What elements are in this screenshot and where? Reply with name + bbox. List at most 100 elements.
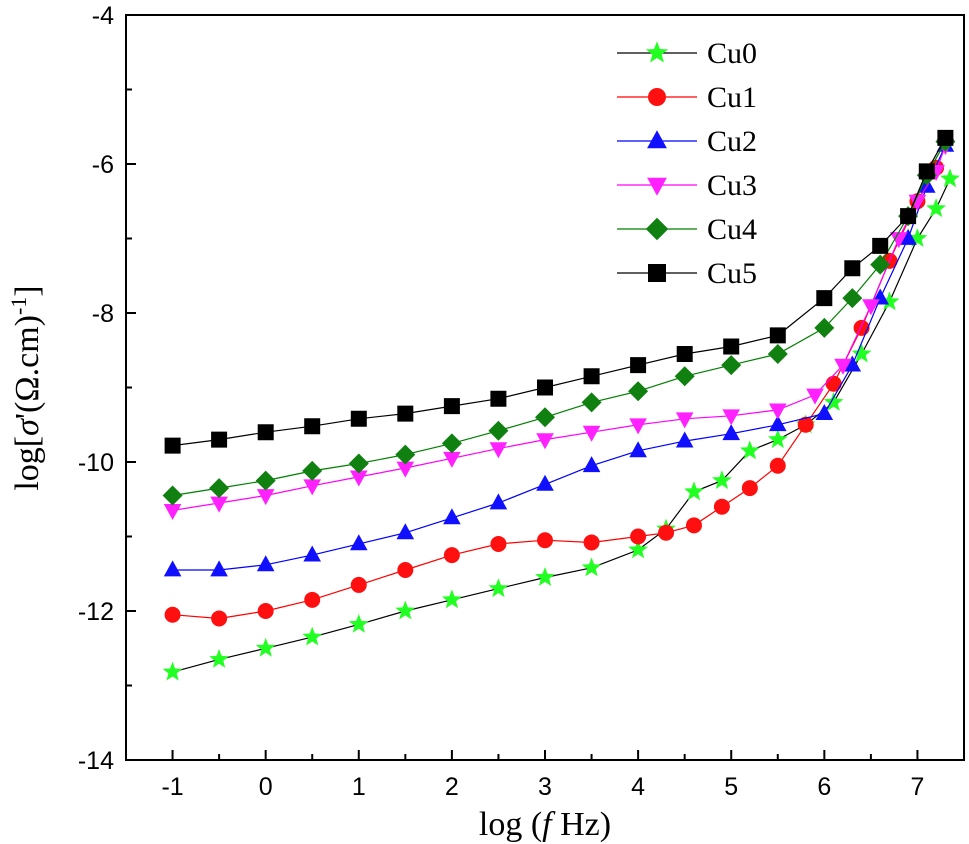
data-point-cu1	[350, 576, 367, 593]
data-point-cu2	[210, 560, 228, 577]
series-layer	[162, 129, 960, 681]
y-axis-title-mid: '(Ω.cm)	[9, 315, 46, 419]
data-point-cu4	[767, 344, 788, 364]
legend-entry-cu2: Cu2	[617, 125, 757, 158]
data-point-cu1	[257, 603, 274, 619]
series-cu1	[164, 159, 945, 627]
data-point-cu2	[769, 415, 787, 432]
y-tick-label: -6	[92, 151, 114, 179]
legend-label-cu5: Cu5	[707, 257, 757, 290]
data-point-cu4	[302, 460, 323, 481]
data-point-cu0	[879, 291, 900, 311]
data-point-cu3	[489, 442, 508, 459]
data-point-cu0	[209, 649, 229, 668]
data-point-cu2	[582, 456, 601, 473]
legend-marker-cu5	[648, 264, 666, 282]
y-axis-title-sup: -1	[6, 297, 31, 315]
data-point-cu4	[581, 392, 602, 413]
data-point-cu3	[769, 403, 787, 420]
x-tick-label: 2	[445, 773, 459, 801]
data-point-cu2	[722, 424, 740, 441]
data-point-cu3	[722, 409, 740, 426]
legend-entry-cu5: Cu5	[617, 257, 757, 290]
data-point-cu0	[255, 637, 276, 657]
data-point-cu4	[441, 433, 462, 454]
y-tick-label: -12	[78, 598, 114, 626]
data-point-cu5	[937, 129, 954, 146]
y-axis-title-var: σ	[9, 418, 46, 436]
data-point-cu4	[721, 355, 742, 376]
x-axis-title: log (f Hz)	[479, 806, 611, 843]
legend-label-cu2: Cu2	[707, 125, 757, 158]
y-tick-label: -14	[78, 747, 114, 775]
data-point-cu0	[740, 440, 760, 460]
data-point-cu5	[900, 208, 917, 225]
data-point-cu0	[823, 392, 844, 411]
data-point-cu3	[210, 496, 228, 513]
y-tick-label: -8	[92, 300, 114, 328]
data-point-cu2	[536, 474, 554, 491]
series-cu5	[164, 129, 954, 454]
data-point-cu1	[658, 524, 675, 541]
data-point-cu3	[163, 504, 182, 520]
data-point-cu0	[302, 626, 323, 646]
data-point-cu3	[629, 418, 647, 435]
data-point-cu3	[536, 433, 554, 450]
data-point-cu4	[535, 407, 555, 428]
data-point-cu2	[443, 508, 461, 525]
data-point-cu5	[630, 357, 647, 374]
data-point-cu0	[767, 429, 788, 449]
data-point-cu5	[397, 405, 414, 422]
series-line-cu2	[172, 145, 946, 571]
x-axis-title-suffix: Hz)	[552, 806, 611, 843]
legend-marker-cu1	[648, 88, 666, 106]
legend-entry-cu1: Cu1	[617, 81, 757, 114]
legend-marker-cu3	[647, 177, 667, 196]
data-point-cu1	[630, 528, 647, 545]
legend-marker-cu0	[645, 41, 669, 63]
data-point-cu3	[834, 358, 852, 375]
data-point-cu3	[443, 451, 461, 468]
data-point-cu5	[676, 346, 693, 362]
data-point-cu2	[256, 555, 275, 572]
data-point-cu2	[675, 431, 694, 448]
data-point-cu0	[395, 600, 416, 620]
data-point-cu4	[395, 444, 416, 465]
data-point-cu0	[926, 198, 946, 218]
data-point-cu1	[685, 517, 702, 534]
series-cu2	[163, 135, 955, 577]
data-point-cu2	[815, 404, 834, 420]
series-line-cu0	[172, 178, 951, 673]
data-point-cu1	[211, 610, 228, 627]
y-axis-title-suffix: ]	[9, 285, 46, 296]
data-point-cu4	[255, 470, 276, 491]
data-point-cu0	[712, 470, 732, 489]
data-point-cu2	[303, 545, 321, 562]
data-point-cu3	[303, 479, 321, 496]
data-point-cu0	[684, 481, 704, 501]
data-point-cu1	[537, 532, 553, 549]
data-point-cu1	[713, 498, 730, 515]
data-point-cu1	[397, 562, 414, 579]
data-point-cu0	[907, 228, 928, 247]
x-tick-label: 4	[631, 773, 645, 801]
data-point-cu5	[443, 398, 460, 415]
x-tick-label: 3	[538, 773, 552, 801]
data-point-cu3	[675, 412, 694, 429]
data-point-cu0	[488, 578, 509, 598]
data-point-cu0	[348, 614, 369, 633]
data-point-cu1	[741, 480, 758, 497]
x-tick-label: 1	[352, 773, 366, 801]
data-point-cu5	[769, 327, 786, 344]
data-point-cu5	[723, 338, 740, 355]
data-point-cu5	[583, 368, 600, 385]
data-point-cu3	[908, 194, 927, 211]
data-point-cu1	[797, 416, 814, 433]
data-point-cu1	[769, 457, 786, 474]
x-tick-label: 6	[817, 773, 831, 801]
data-point-cu3	[862, 299, 880, 316]
x-tick-label: -1	[161, 773, 183, 801]
data-point-cu1	[443, 547, 460, 564]
data-point-cu4	[814, 317, 835, 338]
